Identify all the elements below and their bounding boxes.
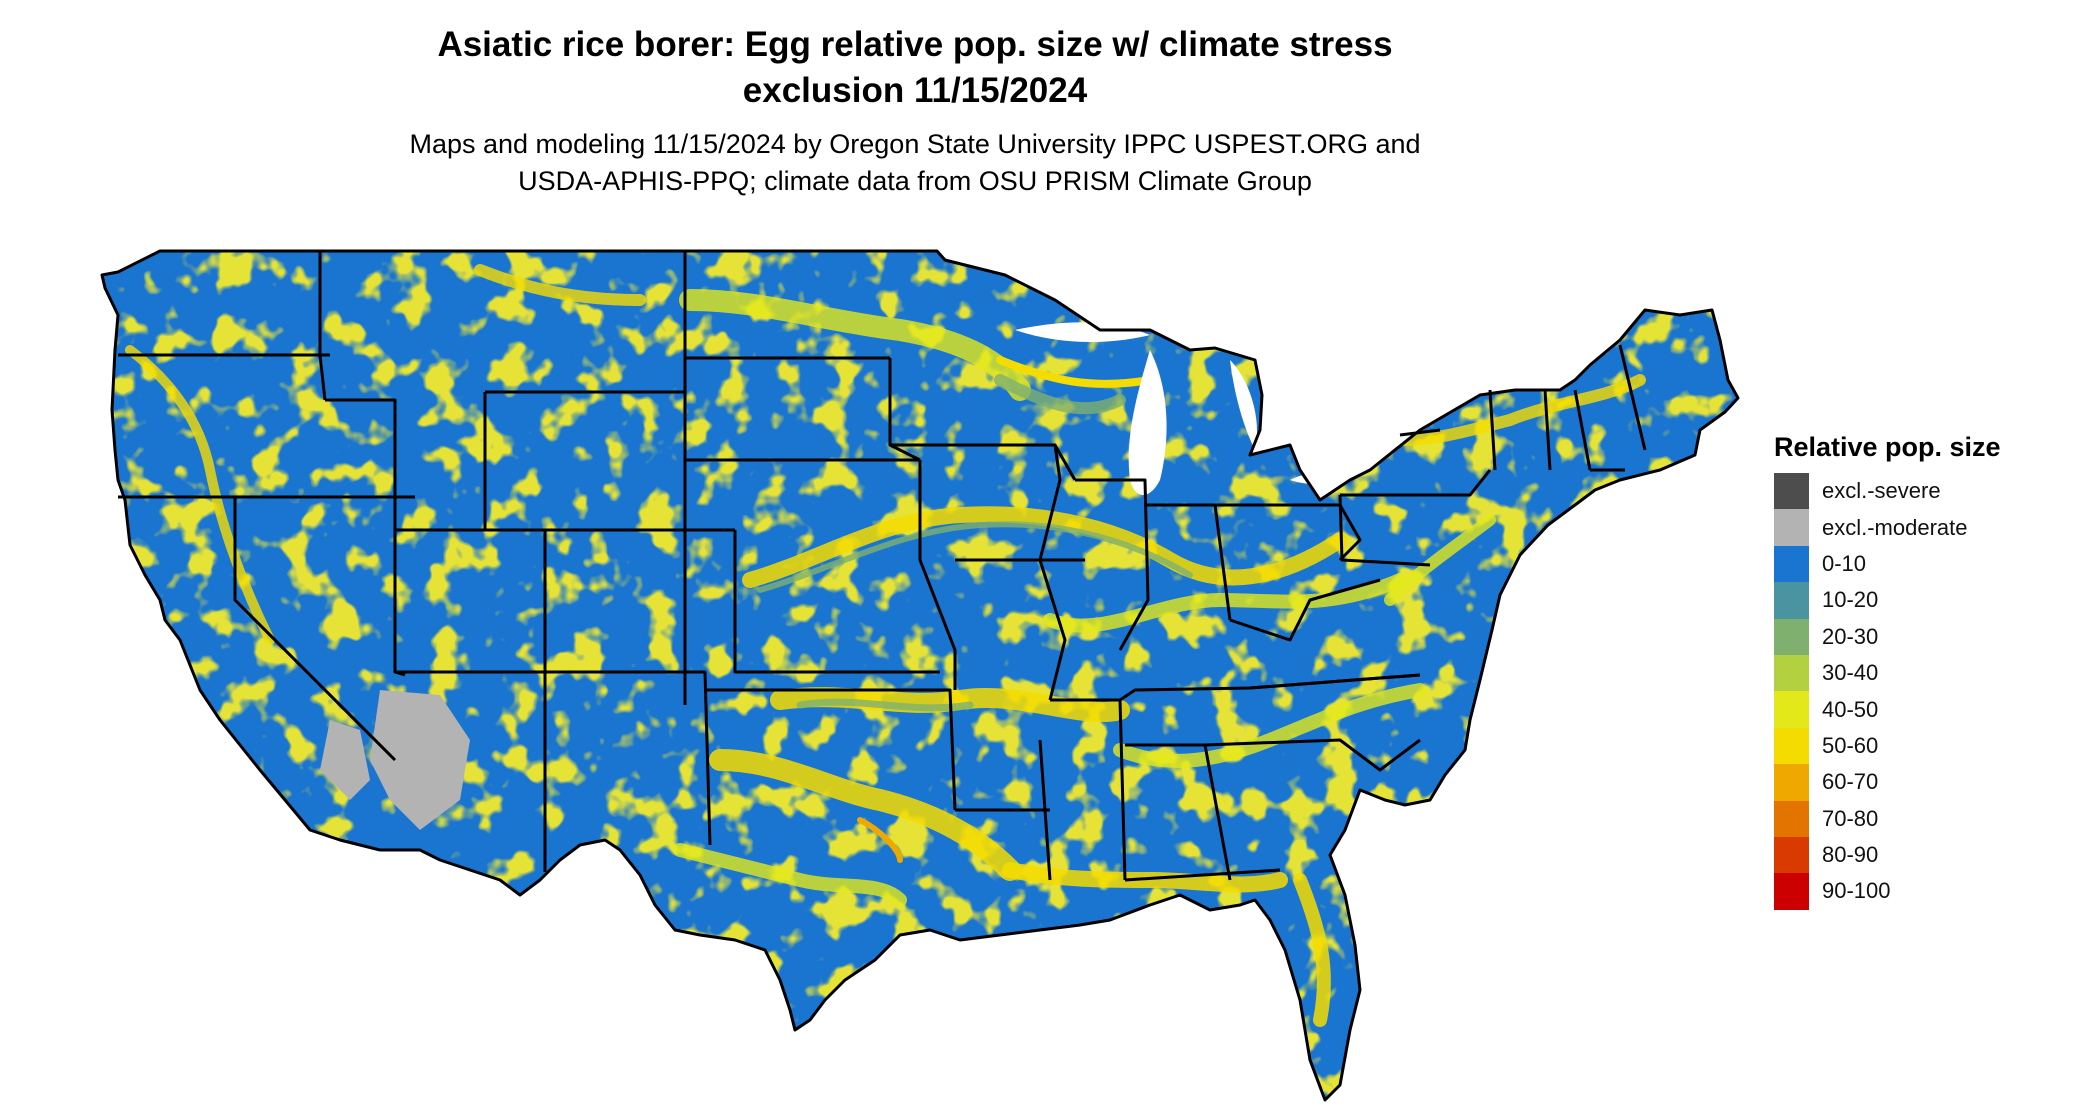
legend-swatch (1774, 654, 1809, 692)
legend-swatch (1774, 545, 1809, 583)
legend-label: excl.-severe (1822, 478, 1941, 504)
lake-huron (1230, 360, 1258, 450)
legend-swatch (1774, 473, 1809, 510)
map-subtitle: Maps and modeling 11/15/2024 by Oregon S… (0, 126, 1830, 200)
legend-label: 70-80 (1822, 805, 1879, 831)
legend-swatch (1774, 582, 1809, 619)
legend-item: 60-70 (1774, 764, 2001, 801)
legend-label: 50-60 (1822, 732, 1879, 758)
title-line-1: Asiatic rice borer: Egg relative pop. si… (437, 25, 1393, 64)
state-borders (100, 249, 1740, 1102)
lake-superior (1015, 322, 1150, 342)
legend-label: excl.-moderate (1822, 514, 1968, 540)
legend-item: 10-20 (1774, 582, 2001, 619)
legend-item: 40-50 (1774, 691, 2001, 728)
subtitle-line-1: Maps and modeling 11/15/2024 by Oregon S… (409, 129, 1421, 159)
us-land-area (102, 251, 1738, 1100)
title-line-2: exclusion 11/15/2024 (742, 71, 1088, 110)
map-title: Asiatic rice borer: Egg relative pop. si… (0, 22, 1830, 114)
legend-item: 90-100 (1774, 873, 2001, 910)
legend-item: 70-80 (1774, 800, 2001, 837)
legend-title: Relative pop. size (1774, 432, 2001, 462)
legend-swatch (1774, 618, 1809, 655)
legend-swatch (1774, 691, 1809, 728)
subtitle-line-2: USDA-APHIS-PPQ; climate data from OSU PR… (518, 166, 1312, 196)
excluded-areas (320, 690, 470, 830)
legend-item: excl.-severe (1774, 473, 2001, 510)
warm-bands (125, 264, 1646, 1027)
legend: Relative pop. size excl.-severe excl.-mod… (1774, 432, 2001, 910)
legend-label: 40-50 (1822, 696, 1879, 722)
lake-michigan (1128, 350, 1167, 495)
legend-swatch (1774, 509, 1809, 546)
legend-items: excl.-severe excl.-moderate 0-10 10-20 20-30… (1774, 473, 2001, 910)
legend-swatch (1774, 873, 1809, 910)
legend-label: 20-30 (1822, 623, 1879, 649)
legend-swatch (1774, 800, 1809, 837)
legend-item: 30-40 (1774, 654, 2001, 692)
legend-label: 0-10 (1822, 550, 1867, 576)
legend-item: 80-90 (1774, 836, 2001, 874)
legend-label: 80-90 (1822, 842, 1879, 868)
legend-label: 90-100 (1822, 878, 1891, 904)
water-bodies (1015, 322, 1365, 495)
legend-label: 30-40 (1822, 660, 1879, 686)
legend-item: 50-60 (1774, 727, 2001, 765)
legend-swatch (1774, 727, 1809, 765)
legend-item: excl.-moderate (1774, 509, 2001, 546)
legend-swatch (1774, 764, 1809, 801)
legend-label: 10-20 (1822, 587, 1879, 613)
suitability-overlay (102, 251, 1738, 1100)
legend-item: 20-30 (1774, 618, 2001, 655)
legend-label: 60-70 (1822, 769, 1879, 795)
legend-swatch (1774, 836, 1809, 874)
legend-item: 0-10 (1774, 545, 2001, 583)
lake-erie (1290, 468, 1365, 485)
